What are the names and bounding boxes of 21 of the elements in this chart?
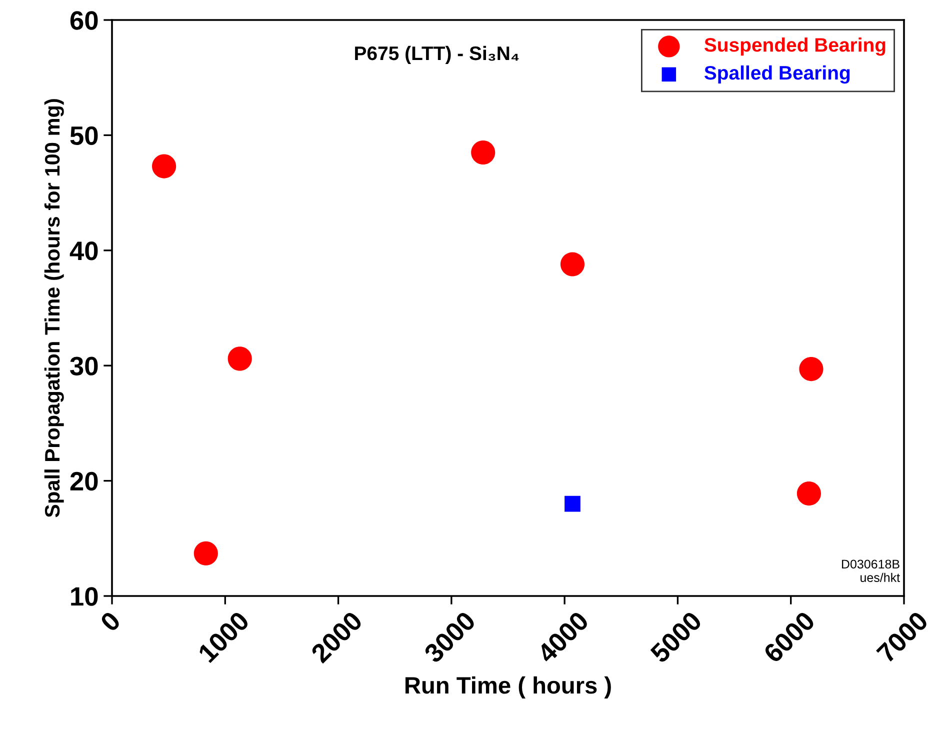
- y-tick-label: 20: [70, 472, 98, 491]
- point: [194, 541, 218, 566]
- point: [799, 357, 824, 382]
- annotation: D030618B ues/hkt: [842, 560, 900, 582]
- legend-label: Suspended Bearing: [704, 38, 886, 56]
- x-axis-title: Run Time ( hours ): [406, 676, 611, 698]
- point: [471, 140, 496, 165]
- x-tick-label: 0: [99, 610, 122, 633]
- point: [560, 252, 585, 276]
- point: [564, 496, 580, 512]
- y-axis-title: Spall Propagation Time (hours for 100 mg): [44, 99, 64, 518]
- point: [796, 481, 821, 506]
- y-tick-label: 50: [70, 126, 98, 146]
- y-tick-label: 10: [71, 587, 98, 606]
- text: P675 (LTT) - Si₃N₄: [355, 46, 519, 64]
- y-tick-label: 60: [70, 11, 98, 30]
- point: [228, 346, 252, 371]
- legend-label: Spalled Bearing: [704, 65, 850, 84]
- y-tick-label: 30: [70, 356, 98, 376]
- point: [152, 154, 176, 178]
- y-tick-label: 40: [70, 242, 98, 260]
